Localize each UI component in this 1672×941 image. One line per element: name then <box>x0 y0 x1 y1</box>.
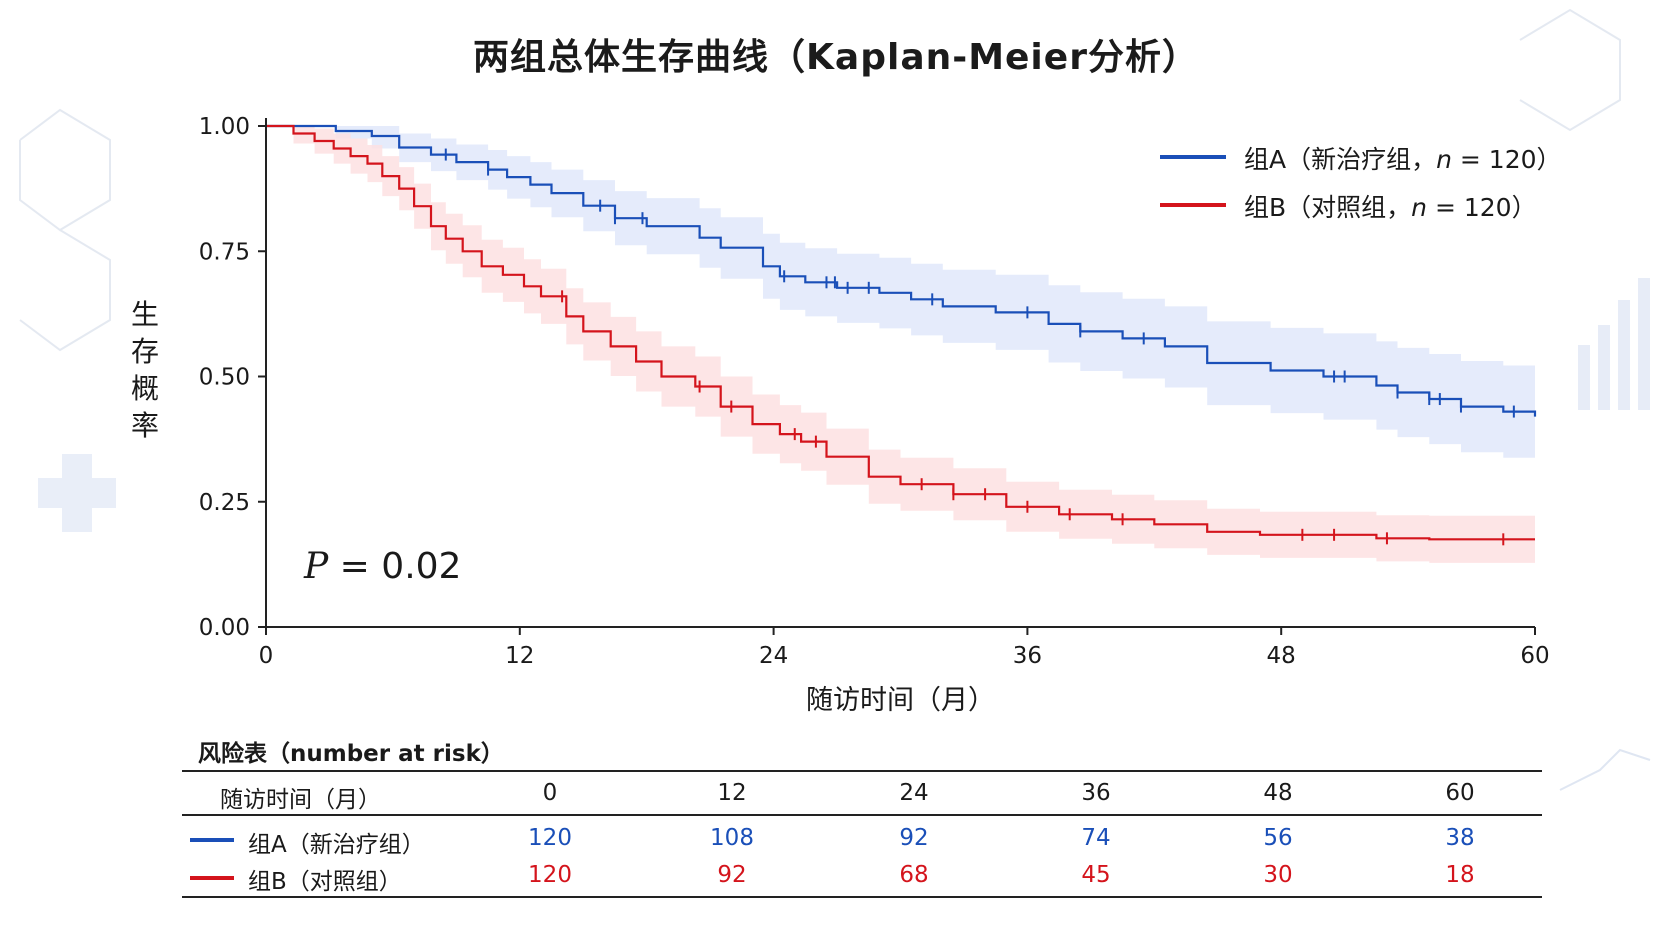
p-value-text: = 0.02 <box>328 546 462 587</box>
legend-prefix: 组B（对照组， <box>1244 193 1412 222</box>
risk-cell-group-b: 92 <box>717 862 747 888</box>
risk-header-time: 24 <box>899 780 929 806</box>
x-tick-label: 12 <box>505 643 534 669</box>
risk-table-bottom-rule <box>182 896 1542 898</box>
risk-cell-group-a: 38 <box>1445 825 1475 851</box>
legend-label-group-a: 组A（新治疗组，n = 120） <box>1244 140 1562 176</box>
risk-cell-group-a: 74 <box>1081 825 1111 851</box>
risk-cell-group-b: 30 <box>1263 862 1293 888</box>
x-tick-label: 0 <box>259 643 274 669</box>
risk-cell-group-b: 45 <box>1081 862 1111 888</box>
legend-suffix: = 120） <box>1427 193 1537 222</box>
hexagon-decoration <box>19 108 111 232</box>
risk-header-time: 12 <box>717 780 747 806</box>
y-tick-label: 1.00 <box>199 114 250 140</box>
risk-header-time: 36 <box>1081 780 1111 806</box>
legend-swatch-group-b <box>1160 203 1226 207</box>
risk-table-header-rule <box>182 814 1542 816</box>
x-tick-label: 24 <box>759 643 788 669</box>
risk-row-swatch-group-a <box>190 838 234 842</box>
risk-cell-group-b: 68 <box>899 862 929 888</box>
legend-suffix: = 120） <box>1451 145 1562 174</box>
hexagon-decoration <box>1519 8 1621 132</box>
risk-header-time: 0 <box>542 780 558 806</box>
risk-table-title: 风险表（number at risk） <box>198 741 504 767</box>
y-tick-label: 0.25 <box>199 490 250 516</box>
legend-label-group-b: 组B（对照组，n = 120） <box>1244 188 1537 224</box>
p-symbol: P <box>304 546 329 587</box>
y-tick-label: 0.75 <box>199 239 250 265</box>
x-tick-label: 60 <box>1520 643 1549 669</box>
chart-title: 两组总体生存曲线（Kaplan-Meier分析） <box>473 37 1199 78</box>
risk-cell-group-a: 92 <box>899 825 929 851</box>
risk-row-label-group-a: 组A（新治疗组） <box>248 832 425 858</box>
risk-header-time: 48 <box>1263 780 1293 806</box>
bar-chart-icon <box>1578 278 1650 410</box>
x-axis-label: 随访时间（月） <box>806 685 995 716</box>
risk-row-swatch-group-b <box>190 876 234 880</box>
risk-header-time: 60 <box>1445 780 1475 806</box>
y-tick-label: 0.00 <box>199 615 250 641</box>
legend-swatch-group-a <box>1160 155 1226 159</box>
plus-icon <box>38 454 116 532</box>
risk-cell-group-a: 108 <box>710 825 754 851</box>
line-decoration <box>1559 748 1651 791</box>
risk-table-top-rule <box>182 770 1542 772</box>
legend-prefix: 组A（新治疗组， <box>1244 145 1437 174</box>
risk-cell-group-a: 120 <box>528 825 572 851</box>
survival-curve-group-b <box>266 124 1535 541</box>
x-tick-label: 36 <box>1013 643 1042 669</box>
p-value: P = 0.02 <box>304 546 461 587</box>
risk-row-label-group-b: 组B（对照组） <box>248 869 402 895</box>
risk-cell-group-a: 56 <box>1263 825 1293 851</box>
risk-cell-group-b: 18 <box>1445 862 1475 888</box>
risk-table-header-label: 随访时间（月） <box>220 787 381 813</box>
risk-cell-group-b: 120 <box>528 862 572 888</box>
hexagon-decoration <box>19 229 111 352</box>
legend-n: n <box>1436 145 1452 174</box>
legend-n: n <box>1411 193 1428 222</box>
x-tick-label: 48 <box>1267 643 1296 669</box>
y-axis-label: 生存概率 <box>130 298 159 442</box>
y-tick-label: 0.50 <box>199 365 250 391</box>
